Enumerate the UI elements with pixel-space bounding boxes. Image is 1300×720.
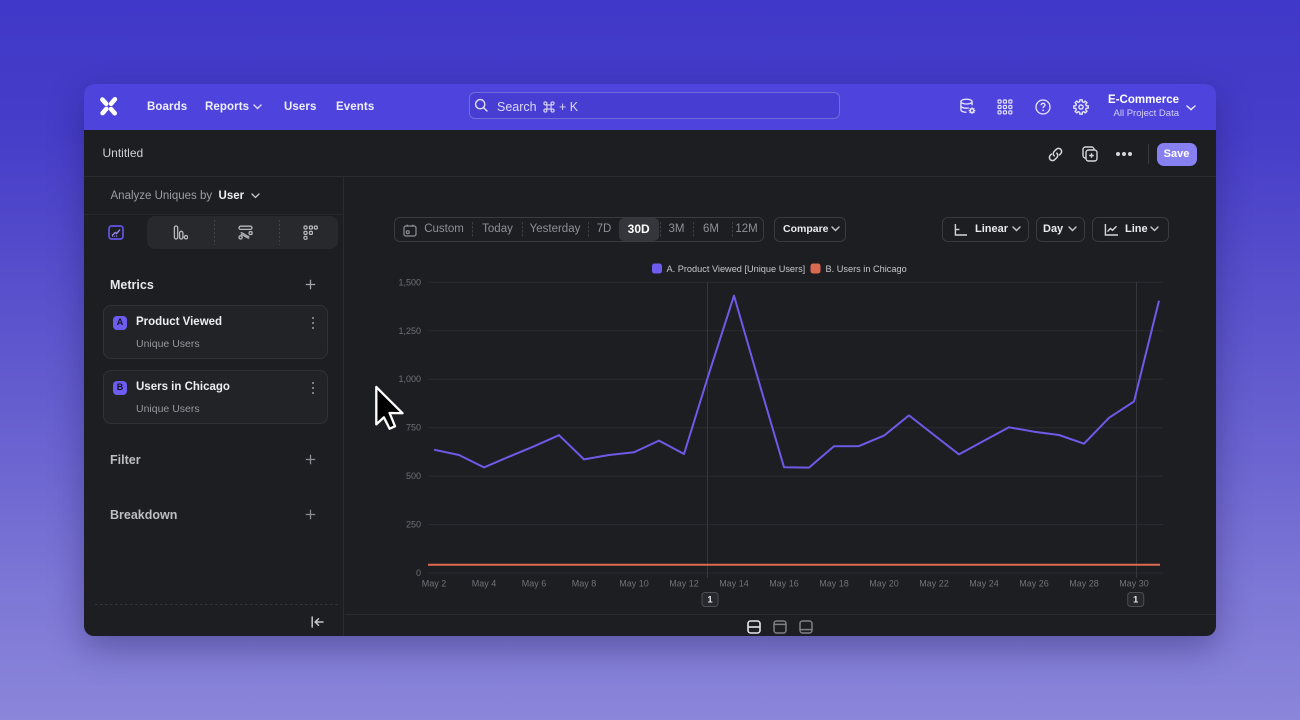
svg-text:May 30: May 30 [1119,579,1149,589]
svg-text:1,250: 1,250 [398,326,421,336]
svg-text:A. Product Viewed [Unique User: A. Product Viewed [Unique Users] [667,264,806,274]
svg-text:May 22: May 22 [919,579,949,589]
svg-text:750: 750 [406,423,421,433]
svg-text:May 12: May 12 [669,579,699,589]
svg-text:May 6: May 6 [522,579,547,589]
svg-text:250: 250 [406,520,421,530]
svg-text:May 16: May 16 [769,579,799,589]
svg-text:1,000: 1,000 [398,374,421,384]
svg-text:May 14: May 14 [719,579,749,589]
svg-text:1: 1 [707,595,713,606]
svg-text:May 8: May 8 [572,579,597,589]
svg-text:500: 500 [406,471,421,481]
svg-text:May 18: May 18 [819,579,849,589]
svg-text:May 24: May 24 [969,579,999,589]
svg-text:May 2: May 2 [422,579,447,589]
svg-text:1: 1 [1133,595,1139,606]
svg-text:0: 0 [416,568,421,578]
svg-text:1,500: 1,500 [398,277,421,287]
svg-text:May 20: May 20 [869,579,899,589]
svg-text:May 28: May 28 [1069,579,1099,589]
svg-text:May 10: May 10 [619,579,649,589]
svg-text:May 4: May 4 [472,579,497,589]
svg-text:May 26: May 26 [1019,579,1049,589]
svg-text:B. Users in Chicago: B. Users in Chicago [826,264,907,274]
